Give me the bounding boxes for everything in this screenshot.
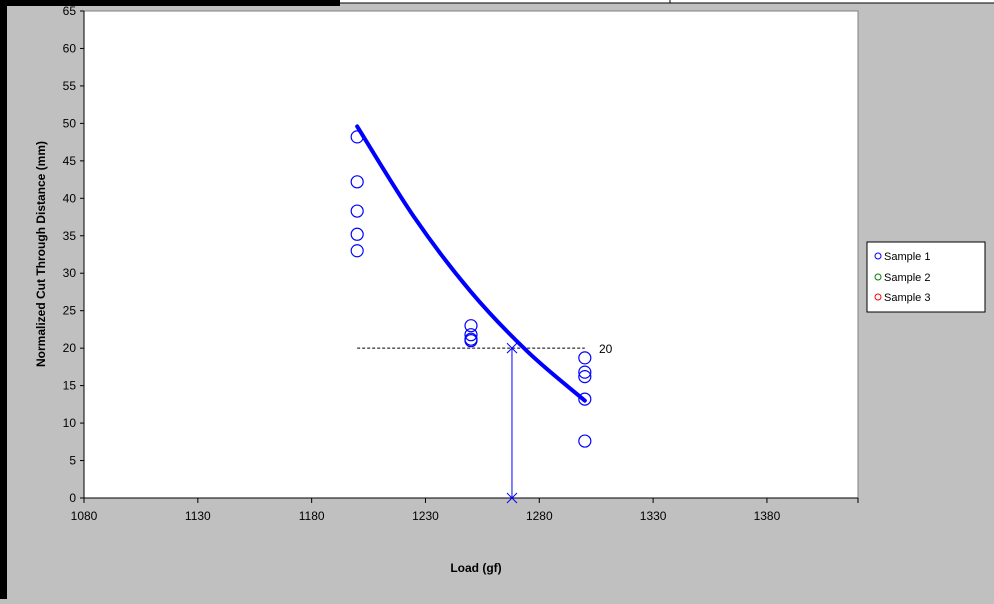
- fit-curve: [355, 124, 587, 403]
- data-point-sample-1: [350, 204, 364, 218]
- intersection-axis-marker: [506, 492, 518, 504]
- data-point-sample-1: [578, 434, 592, 448]
- legend-marker-sample-1: [874, 252, 882, 260]
- data-point-sample-1: [464, 328, 478, 342]
- legend-label-sample-3: Sample 3: [884, 292, 930, 304]
- legend-marker-sample-2: [874, 273, 882, 281]
- reference-label: 20: [599, 342, 613, 356]
- y-tick-label: 5: [69, 454, 76, 468]
- y-tick-label: 20: [63, 341, 77, 355]
- y-tick-label: 10: [63, 416, 77, 430]
- x-tick-label: 1230: [412, 509, 439, 523]
- y-tick-label: 40: [63, 191, 77, 205]
- y-tick-label: 60: [63, 41, 77, 55]
- y-tick-label: 55: [63, 79, 77, 93]
- data-point-sample-1: [578, 351, 592, 365]
- y-tick-label: 15: [63, 379, 77, 393]
- data-point-sample-1: [578, 392, 592, 406]
- intersection-axis-marker-stroke: [506, 492, 518, 504]
- legend: Sample 1 Sample 2 Sample 3: [866, 241, 986, 313]
- data-point-sample-1: [464, 319, 478, 333]
- plot-area: [83, 10, 859, 499]
- legend-box: [866, 241, 986, 313]
- data-point-sample-1: [578, 365, 592, 379]
- top-border-right: [340, 0, 994, 3]
- y-tick-label: 65: [63, 4, 77, 18]
- y-tick-label: 30: [63, 266, 77, 280]
- intersection-marker-stroke: [506, 342, 518, 354]
- y-tick-label: 0: [69, 491, 76, 505]
- points-layer: [350, 130, 592, 448]
- legend-label-sample-2: Sample 2: [884, 272, 930, 284]
- data-point-sample-1: [350, 175, 364, 189]
- top-border-left: [0, 0, 340, 6]
- y-axis-title: Normalized Cut Through Distance (mm): [34, 141, 48, 367]
- x-tick-label: 1180: [299, 509, 325, 523]
- data-point-sample-1: [578, 370, 592, 384]
- y-tick-label: 25: [63, 304, 77, 318]
- axes: 0 5 10 15 20 25 30 35 40 45 50 55 60 65 1080 1130 1180 12…: [63, 4, 859, 523]
- fit-curve-layer: [355, 124, 587, 403]
- x-tick-label: 1330: [640, 509, 667, 523]
- legend-marker-sample-3: [874, 293, 882, 301]
- data-point-sample-1: [464, 334, 478, 348]
- data-point-sample-1: [350, 227, 364, 241]
- intersection-marker: [506, 342, 518, 354]
- reference-layer: [357, 342, 585, 504]
- legend-label-sample-1: Sample 1: [884, 251, 930, 263]
- x-axis-title: Load (gf): [450, 561, 501, 575]
- x-tick-label: 1130: [185, 509, 211, 523]
- x-tick-label: 1380: [754, 509, 781, 523]
- y-tick-label: 50: [63, 116, 77, 130]
- x-tick-label: 1280: [526, 509, 553, 523]
- y-tick-label: 35: [63, 229, 77, 243]
- left-border: [0, 0, 7, 599]
- x-tick-label: 1080: [71, 509, 98, 523]
- data-point-sample-1: [350, 130, 364, 144]
- data-point-sample-1: [350, 244, 364, 258]
- y-tick-label: 45: [63, 154, 77, 168]
